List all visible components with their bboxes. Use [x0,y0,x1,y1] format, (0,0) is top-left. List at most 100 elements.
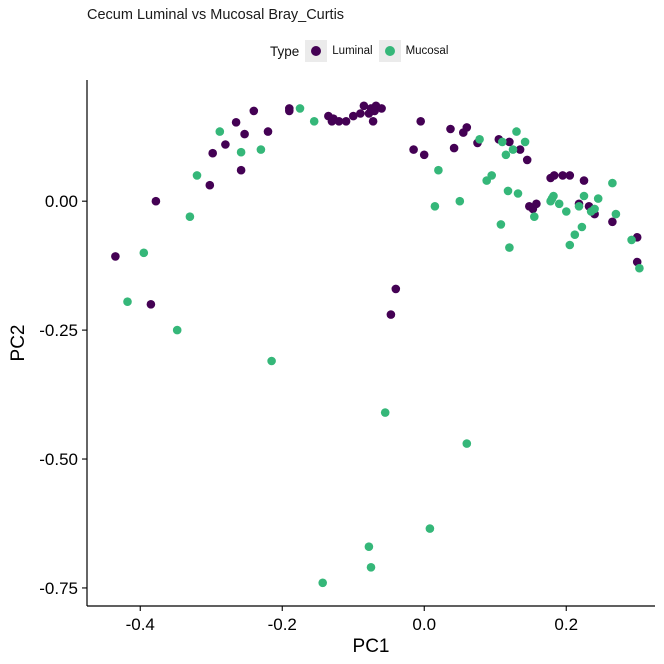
point-luminal [579,176,589,185]
point-mucosal [425,524,435,533]
legend-title: Type [270,43,300,59]
legend-dot-mucosal [384,46,395,56]
point-luminal [240,129,249,139]
point-luminal [151,196,161,206]
point-luminal [285,106,294,116]
x-tick-label: 0.0 [412,615,436,634]
legend: Type Luminal Mucosal [270,39,454,63]
point-luminal [416,117,426,126]
point-mucosal [562,207,571,216]
point-mucosal [520,137,530,147]
y-axis-label: PC2 [8,325,29,362]
legend-key-luminal [305,40,328,62]
point-mucosal [139,248,149,258]
point-mucosal [364,542,374,551]
point-mucosal [512,127,521,136]
x-axis-label: PC1 [353,636,390,657]
point-luminal [341,117,351,126]
point-mucosal [267,356,276,366]
legend-dot-luminal [311,46,322,56]
point-mucosal [611,209,621,219]
point-mucosal [579,191,589,201]
point-luminal [205,180,215,190]
point-mucosal [487,171,497,180]
point-mucosal [215,127,225,136]
point-luminal [608,217,617,227]
point-mucosal [236,147,246,157]
point-mucosal [380,408,390,417]
point-mucosal [565,240,575,250]
point-luminal [208,148,217,158]
point-mucosal [455,196,465,206]
point-mucosal [256,145,266,154]
point-mucosal [430,202,440,211]
point-luminal [449,143,459,153]
point-luminal [419,150,429,160]
point-luminal [221,140,230,149]
point-luminal [334,117,344,126]
y-axis-ticks: 0.00 -0.25 -0.50 -0.75 [39,192,87,598]
point-luminal [532,199,541,209]
chart-title: Cecum Luminal vs Mucosal Bray_Curtis [87,7,345,23]
point-luminal [549,171,559,180]
point-luminal [368,117,378,126]
legend-label-mucosal: Mucosal [405,45,449,57]
point-luminal [377,104,386,113]
point-mucosal [635,263,644,273]
point-mucosal [530,212,539,221]
x-axis-ticks: -0.4 -0.2 0.0 0.2 [126,606,578,634]
legend-key-mucosal [378,40,401,62]
point-mucosal [574,202,584,211]
point-mucosal [570,230,580,239]
x-tick-label: -0.4 [126,615,155,634]
point-mucosal [172,325,182,335]
point-luminal [515,145,525,154]
point-luminal [349,111,358,121]
point-mucosal [192,171,202,180]
point-luminal [249,106,259,116]
point-mucosal [318,578,328,588]
point-mucosal [577,222,587,232]
point-luminal [111,252,120,261]
point-mucosal [593,194,603,203]
y-tick-label: 0.00 [45,192,78,211]
point-luminal [565,171,575,180]
point-mucosal [503,186,513,196]
point-mucosal [475,135,484,144]
point-luminal [359,101,369,111]
point-mucosal [185,212,195,221]
point-luminal [462,123,472,132]
point-mucosal [366,563,376,572]
point-mucosal [554,199,564,209]
point-luminal [231,118,241,127]
point-luminal [146,300,156,309]
point-mucosal [434,165,443,175]
point-mucosal [498,137,507,147]
point-luminal [409,145,418,154]
point-luminal [446,124,455,134]
point-mucosal [608,178,617,188]
x-tick-label: 0.2 [554,615,578,634]
y-tick-label: -0.50 [39,450,78,469]
point-luminal [391,284,401,294]
point-luminal [263,127,273,136]
x-tick-label: -0.2 [268,615,297,634]
point-mucosal [513,189,523,198]
y-tick-label: -0.75 [39,579,78,598]
point-mucosal [123,297,132,307]
point-luminal [558,171,567,180]
point-mucosal [508,145,518,154]
point-mucosal [462,439,472,448]
point-luminal [505,137,514,147]
point-luminal [356,109,365,118]
point-mucosal [295,104,305,113]
point-mucosal [501,150,511,160]
point-luminal [522,155,532,165]
point-luminal [236,165,246,175]
data-points [111,101,644,588]
point-mucosal [627,235,636,245]
legend-label-luminal: Luminal [332,45,373,57]
point-mucosal [549,191,558,201]
y-tick-label: -0.25 [39,321,78,340]
